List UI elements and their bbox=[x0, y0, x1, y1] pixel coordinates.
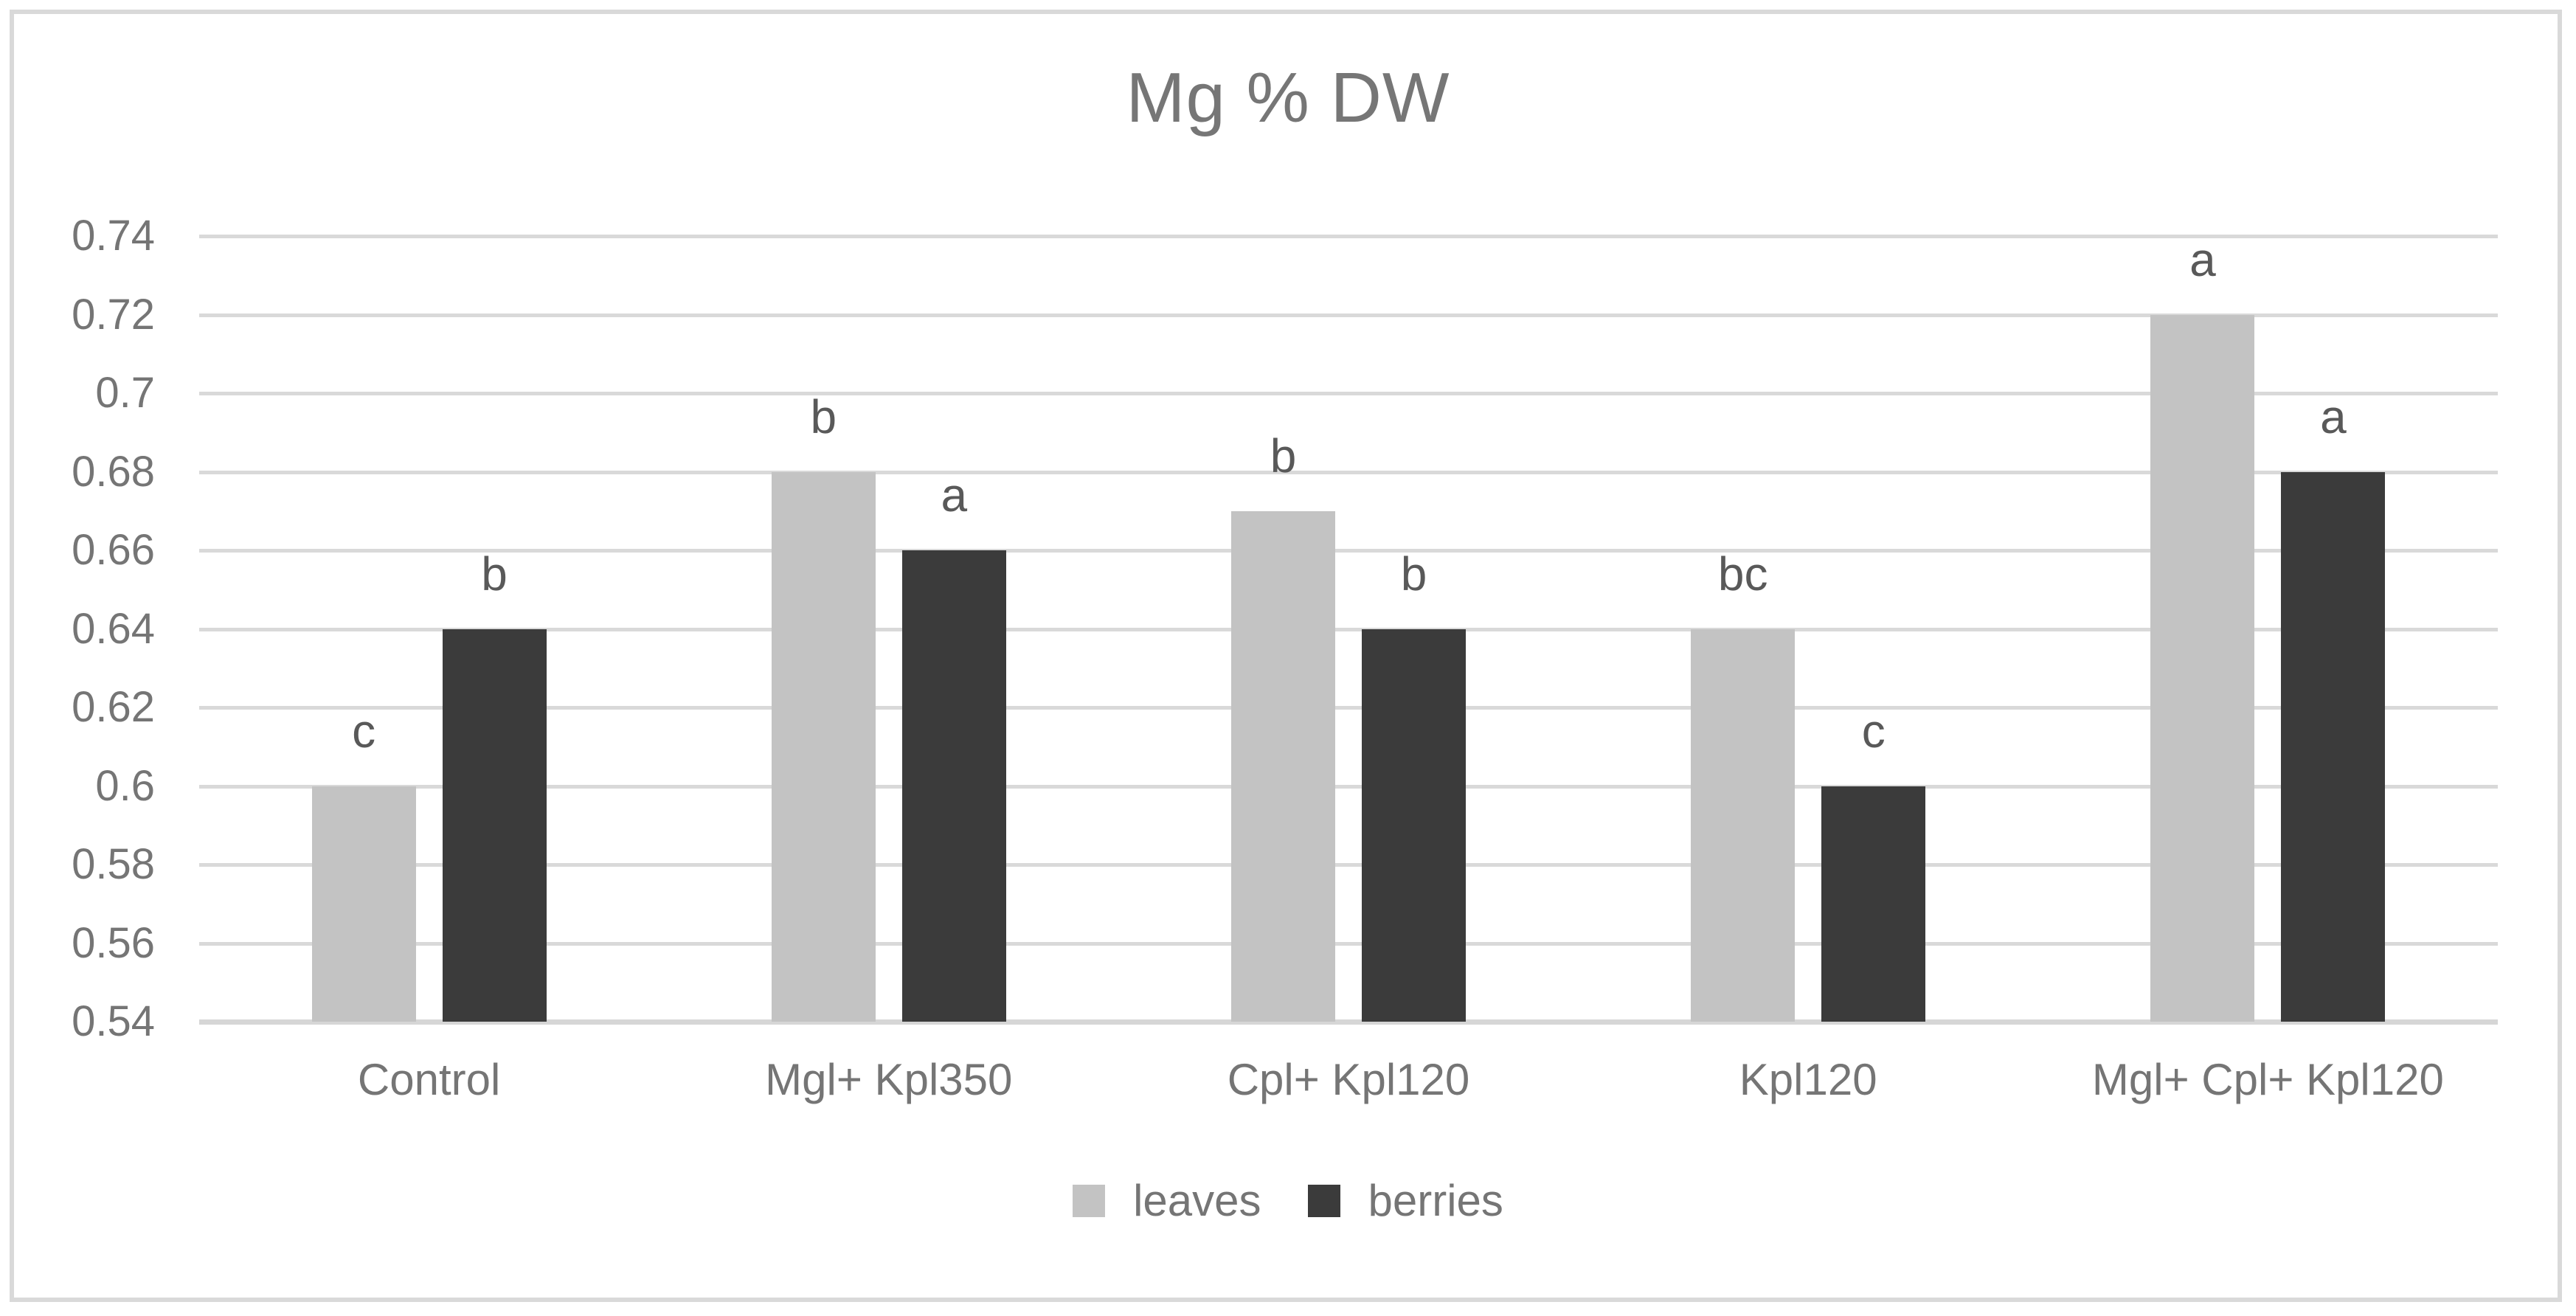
gridline bbox=[199, 706, 2498, 710]
bar-berries-1 bbox=[901, 550, 1006, 1022]
significance-letter-leaves-0: c bbox=[352, 704, 376, 758]
significance-letter-leaves-3: bc bbox=[1717, 547, 1768, 600]
gridline bbox=[199, 392, 2498, 395]
y-tick-label: 0.66 bbox=[72, 526, 155, 574]
bar-leaves-2 bbox=[1231, 510, 1335, 1022]
gridline bbox=[199, 627, 2498, 631]
gridline bbox=[199, 941, 2498, 946]
bar-leaves-0 bbox=[311, 786, 416, 1022]
y-tick-label: 0.56 bbox=[72, 918, 155, 967]
legend: leaves berries bbox=[0, 1179, 2576, 1223]
significance-letter-berries-4: a bbox=[2320, 389, 2347, 443]
significance-letter-leaves-4: a bbox=[2189, 232, 2216, 286]
gridline bbox=[199, 313, 2498, 317]
bar-berries-4 bbox=[2281, 471, 2386, 1022]
x-category-label-2: Cpl+ Kpl120 bbox=[1227, 1055, 1470, 1104]
y-tick-label: 0.68 bbox=[72, 447, 155, 496]
gridline bbox=[199, 784, 2498, 789]
significance-letter-leaves-1: b bbox=[810, 389, 837, 443]
bar-berries-3 bbox=[1821, 786, 1926, 1022]
significance-letter-berries-1: a bbox=[941, 468, 968, 522]
legend-label-leaves: leaves bbox=[1133, 1176, 1261, 1225]
y-tick-label: 0.62 bbox=[72, 683, 155, 731]
y-tick-label: 0.6 bbox=[95, 761, 155, 810]
legend-label-berries: berries bbox=[1368, 1176, 1503, 1225]
gridline bbox=[199, 549, 2498, 553]
significance-letter-berries-0: b bbox=[481, 547, 508, 600]
chart-title: Mg % DW bbox=[1126, 58, 1450, 137]
significance-letter-berries-2: b bbox=[1400, 547, 1427, 600]
bar-leaves-3 bbox=[1691, 628, 1796, 1022]
significance-letter-leaves-2: b bbox=[1270, 429, 1297, 482]
gridline bbox=[199, 470, 2498, 474]
significance-letter-berries-3: c bbox=[1861, 704, 1886, 758]
y-tick-label: 0.58 bbox=[72, 840, 155, 888]
legend-item-leaves: leaves bbox=[1073, 1179, 1261, 1223]
x-category-label-3: Kpl120 bbox=[1739, 1055, 1877, 1104]
y-tick-label: 0.74 bbox=[72, 212, 155, 260]
legend-swatch-berries bbox=[1307, 1185, 1340, 1217]
legend-item-berries: berries bbox=[1307, 1176, 1503, 1225]
x-category-label-0: Control bbox=[357, 1055, 501, 1104]
gridline bbox=[199, 863, 2498, 867]
y-tick-label: 0.72 bbox=[72, 290, 155, 339]
legend-swatch-leaves bbox=[1073, 1185, 1106, 1217]
gridline bbox=[199, 235, 2498, 238]
bar-leaves-4 bbox=[2150, 314, 2255, 1022]
y-tick-label: 0.54 bbox=[72, 997, 155, 1045]
x-category-label-1: Mgl+ Kpl350 bbox=[765, 1055, 1013, 1104]
y-tick-label: 0.7 bbox=[95, 369, 155, 417]
bar-leaves-1 bbox=[771, 471, 876, 1022]
bar-berries-0 bbox=[442, 628, 547, 1022]
y-tick-label: 0.64 bbox=[72, 604, 155, 653]
bar-berries-2 bbox=[1362, 628, 1466, 1022]
chart-frame-border bbox=[10, 10, 2562, 1302]
x-category-label-4: Mgl+ Cpl+ Kpl120 bbox=[2091, 1055, 2444, 1104]
x-axis-line bbox=[199, 1019, 2498, 1025]
